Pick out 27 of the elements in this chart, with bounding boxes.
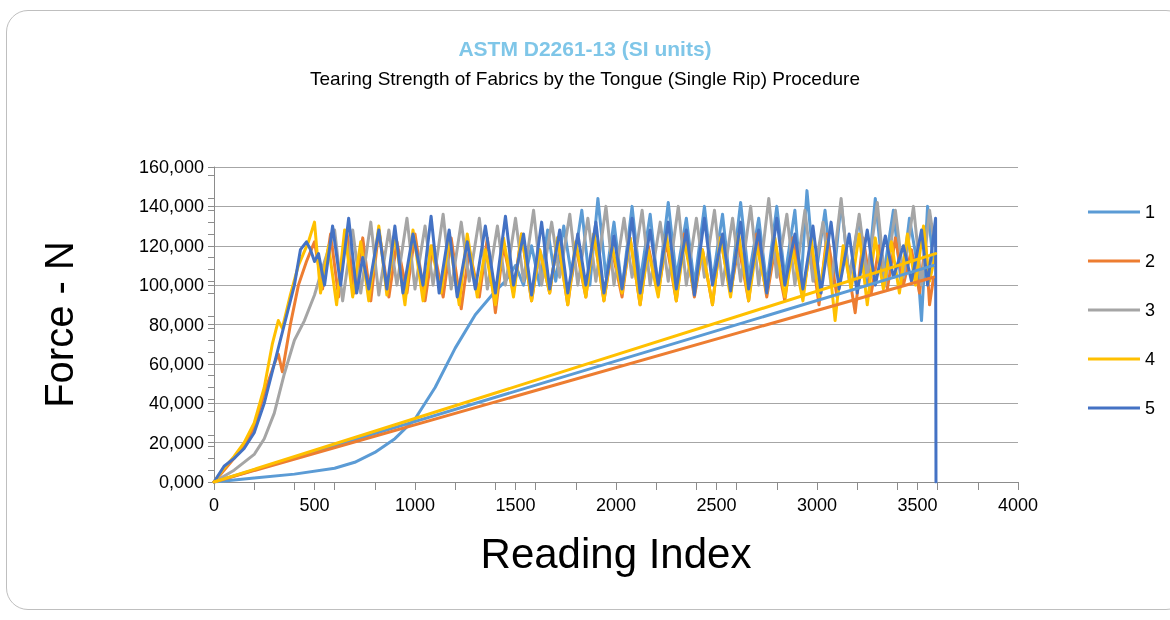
- x-axis-title: Reading Index: [480, 529, 752, 577]
- x-tick-label: 2500: [696, 495, 737, 515]
- y-tick-label: 40,000: [148, 393, 204, 414]
- chart-title: ASTM D2261-13 (SI units): [458, 37, 712, 60]
- legend-label: 4: [1144, 349, 1155, 369]
- x-tick-label: 3000: [796, 495, 838, 515]
- x-tick-label: 1000: [394, 495, 436, 515]
- legend-label: 1: [1144, 202, 1155, 222]
- y-tick-label: 20,000: [148, 432, 204, 453]
- x-tick-label: 3500: [897, 495, 938, 515]
- x-tick-label: 4000: [997, 495, 1039, 515]
- x-tick-label: 500: [299, 495, 330, 515]
- y-tick-label: 100,000: [138, 275, 204, 296]
- y-tick-label: 60,000: [148, 353, 204, 374]
- y-tick-label: 120,000: [138, 235, 204, 256]
- x-tick-label: 2000: [595, 495, 637, 515]
- y-axis-title: Force - N: [37, 241, 81, 408]
- y-tick-label: 160,000: [138, 157, 204, 177]
- y-tick-label: 0,000: [158, 472, 204, 492]
- legend-label: 2: [1144, 251, 1155, 271]
- legend-label: 3: [1144, 300, 1155, 320]
- x-tick-label: 0: [208, 495, 220, 515]
- x-tick-label: 1500: [495, 495, 536, 515]
- legend-label: 5: [1144, 398, 1155, 418]
- y-tick-label: 80,000: [148, 314, 204, 335]
- chart-subtitle: Tearing Strength of Fabrics by the Tongue (Single Rip) Procedure: [310, 68, 860, 89]
- y-tick-label: 140,000: [138, 196, 204, 217]
